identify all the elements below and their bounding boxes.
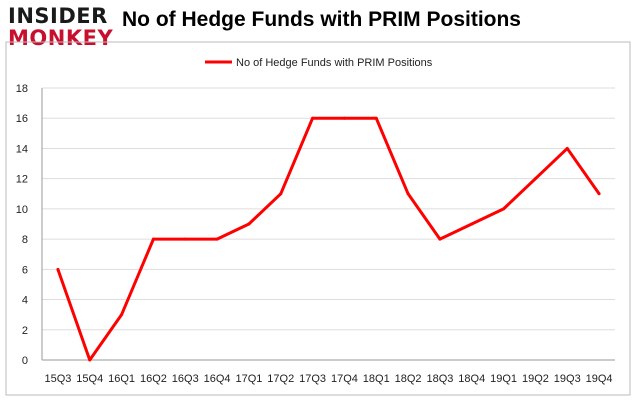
data-point — [374, 116, 378, 120]
data-point — [565, 146, 569, 150]
y-tick-label: 0 — [22, 355, 28, 367]
y-tick-label: 2 — [22, 325, 28, 337]
data-point — [88, 358, 92, 362]
data-point — [438, 237, 442, 241]
data-point — [502, 207, 506, 211]
y-tick-label: 18 — [16, 83, 28, 95]
x-tick-label: 18Q4 — [458, 373, 485, 385]
x-tick-label: 16Q3 — [172, 373, 199, 385]
x-tick-label: 17Q4 — [331, 373, 358, 385]
chart-title: No of Hedge Funds with PRIM Positions — [122, 8, 521, 31]
x-tick-label: 19Q4 — [586, 373, 613, 385]
x-tick-label: 16Q1 — [108, 373, 135, 385]
x-tick-label: 16Q2 — [140, 373, 167, 385]
y-tick-label: 6 — [22, 264, 28, 276]
data-point — [56, 267, 60, 271]
data-point — [470, 222, 474, 226]
data-point — [406, 192, 410, 196]
x-tick-label: 18Q3 — [426, 373, 453, 385]
data-point — [120, 313, 124, 317]
y-tick-label: 16 — [16, 113, 28, 125]
data-point — [247, 222, 251, 226]
data-point — [533, 177, 537, 181]
data-point — [597, 192, 601, 196]
data-point — [151, 237, 155, 241]
y-tick-label: 4 — [22, 295, 28, 307]
x-tick-label: 18Q1 — [363, 373, 390, 385]
data-point — [183, 237, 187, 241]
legend-label: No of Hedge Funds with PRIM Positions — [236, 57, 433, 69]
series-line — [56, 116, 601, 362]
x-tick-label: 16Q4 — [204, 373, 231, 385]
x-tick-label: 15Q3 — [44, 373, 71, 385]
y-tick-label: 10 — [16, 204, 28, 216]
x-tick-label: 17Q3 — [299, 373, 326, 385]
data-point — [342, 116, 346, 120]
x-tick-label: 19Q2 — [522, 373, 549, 385]
data-point — [311, 116, 315, 120]
x-tick-label: 17Q1 — [235, 373, 262, 385]
y-tick-label: 8 — [22, 234, 28, 246]
x-tick-label: 15Q4 — [76, 373, 103, 385]
insider-monkey-logo: INSIDER MONKEY — [8, 6, 118, 52]
data-point — [215, 237, 219, 241]
y-tick-label: 12 — [16, 174, 28, 186]
y-tick-label: 14 — [16, 143, 28, 155]
x-tick-label: 19Q1 — [490, 373, 517, 385]
data-point — [279, 192, 283, 196]
x-tick-label: 17Q2 — [267, 373, 294, 385]
logo-text-insider: INSIDER — [8, 4, 108, 28]
x-tick-label: 18Q2 — [395, 373, 422, 385]
logo-text-monkey: MONKEY — [8, 26, 114, 50]
chart-frame — [5, 41, 631, 396]
x-tick-label: 19Q3 — [554, 373, 581, 385]
